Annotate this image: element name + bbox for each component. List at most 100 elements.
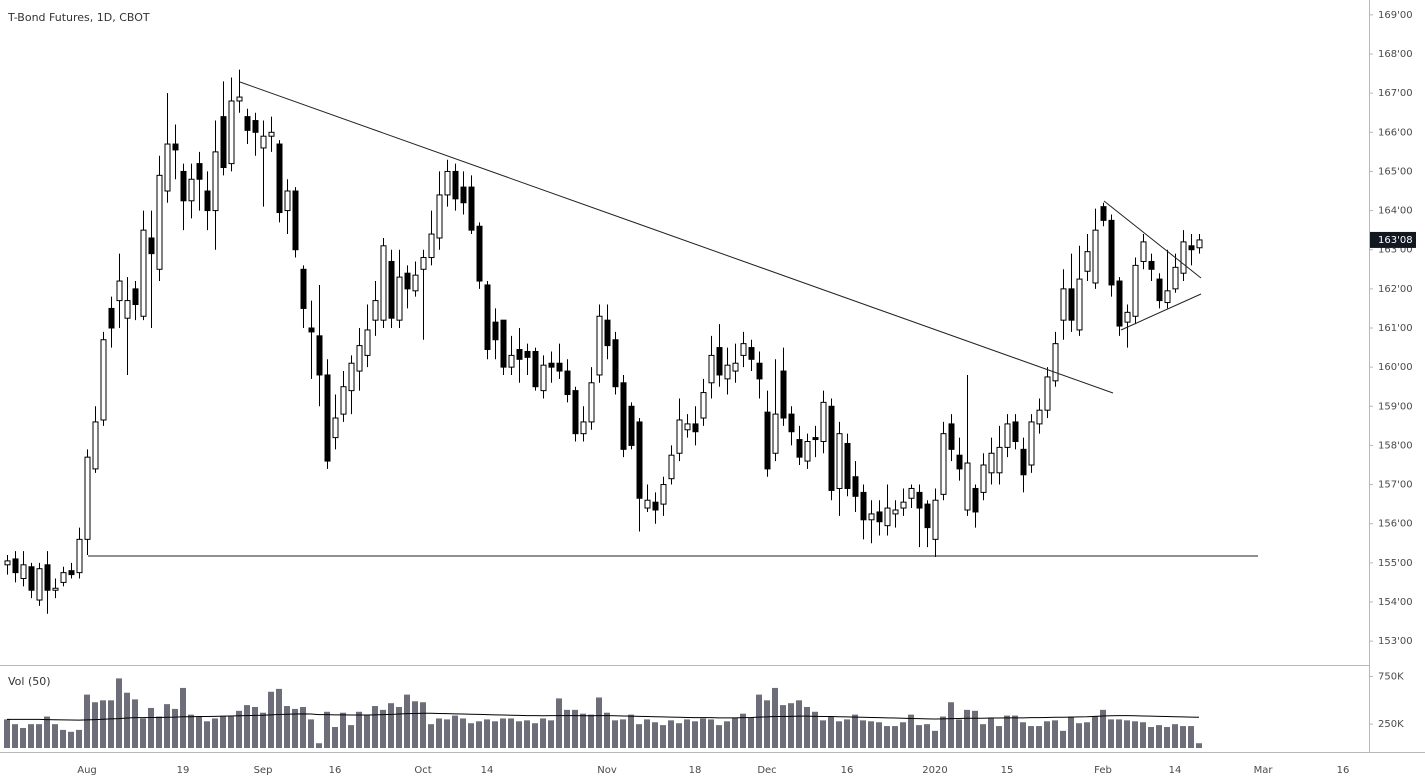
volume-bar — [588, 714, 594, 748]
volume-bar — [196, 716, 202, 748]
volume-bar — [428, 724, 434, 748]
x-tick-label: Dec — [757, 765, 776, 776]
volume-bar — [1132, 721, 1138, 748]
volume-bar — [1108, 719, 1114, 748]
volume-bar — [916, 725, 922, 748]
volume-bar — [836, 721, 842, 748]
x-tick-label: 19 — [177, 765, 190, 776]
volume-bar — [1156, 725, 1162, 748]
volume-bar — [860, 720, 866, 748]
last-price-badge — [1370, 231, 1416, 248]
volume-bar — [1188, 726, 1194, 748]
candle-body — [388, 260, 395, 319]
volume-bar — [1012, 715, 1018, 748]
y-tick-label: 155'00 — [1378, 558, 1413, 569]
volume-bar — [876, 722, 882, 748]
candle-body — [44, 564, 51, 591]
candle-body — [532, 350, 539, 388]
volume-bar — [668, 720, 674, 748]
candle-body — [556, 362, 563, 372]
candle-body — [148, 237, 155, 255]
candle-body — [540, 364, 547, 392]
volume-bar — [252, 707, 258, 748]
volume-bar — [84, 694, 90, 748]
candle-body — [668, 454, 675, 480]
candle-body — [812, 437, 819, 441]
volume-bar — [660, 725, 666, 748]
volume-bar — [1164, 727, 1170, 748]
candle-body — [228, 100, 235, 165]
candle-body — [708, 354, 715, 384]
volume-bar — [148, 707, 154, 748]
volume-bar — [364, 714, 370, 748]
candle-body — [908, 487, 915, 499]
candle-body — [1012, 421, 1019, 443]
candle-body — [220, 116, 227, 169]
volume-bar — [276, 688, 282, 748]
x-tick-label: 15 — [1001, 765, 1014, 776]
volume-bar — [788, 703, 794, 748]
candle-body — [60, 572, 67, 583]
volume-bar — [900, 722, 906, 748]
volume-bar — [436, 718, 442, 748]
candle-body — [412, 274, 419, 292]
candle-body — [1156, 278, 1163, 302]
candle-body — [404, 272, 411, 290]
candle-body — [692, 423, 699, 433]
candle-body — [108, 307, 115, 329]
volume-bar — [1044, 721, 1050, 748]
candle-body — [1036, 409, 1043, 425]
candle-body — [1108, 219, 1115, 286]
volume-bar — [828, 716, 834, 748]
volume-bar — [988, 717, 994, 748]
volume-bar — [236, 710, 242, 748]
volume-bar — [796, 700, 802, 748]
candle-body — [1020, 448, 1027, 476]
candle-body — [852, 476, 859, 497]
volume-bar — [412, 701, 418, 748]
volume-bar — [260, 712, 266, 748]
candle-body — [196, 163, 203, 180]
volume-bar — [1172, 724, 1178, 748]
candle-body — [76, 538, 83, 574]
volume-bar — [300, 707, 306, 748]
candle-body — [676, 419, 683, 454]
volume-bar — [852, 714, 858, 748]
candle-body — [68, 570, 75, 576]
candle-body — [620, 382, 627, 450]
candle-body — [324, 374, 331, 462]
candle-body — [1052, 343, 1059, 382]
candle-body — [516, 349, 523, 360]
candle-body — [172, 143, 179, 151]
volume-bar — [20, 727, 26, 748]
candle-body — [180, 170, 187, 202]
candle-body — [956, 454, 963, 470]
candle-body — [316, 335, 323, 376]
volume-bar — [700, 718, 706, 748]
volume-bar — [220, 716, 226, 748]
volume-bar — [884, 726, 890, 748]
volume-bar — [756, 694, 762, 748]
candle-body — [596, 315, 603, 376]
volume-bar — [244, 705, 250, 748]
candle-body — [332, 417, 339, 439]
x-tick-label: 18 — [689, 765, 702, 776]
y-tick-label: 169'00 — [1378, 10, 1413, 21]
candle-body — [660, 484, 667, 505]
candle-body — [212, 151, 219, 212]
candle-body — [476, 225, 483, 282]
candle-body — [508, 354, 515, 368]
candle-body — [1148, 260, 1155, 270]
volume-bar — [124, 692, 130, 748]
candle-body — [756, 362, 763, 380]
volume-bar — [996, 726, 1002, 748]
drawings — [88, 81, 1258, 557]
candle-body — [988, 452, 995, 474]
candle-body — [748, 347, 755, 360]
candle-body — [996, 446, 1003, 474]
volume-bar — [652, 722, 658, 748]
candle-body — [836, 433, 843, 489]
candle-body — [644, 499, 651, 509]
